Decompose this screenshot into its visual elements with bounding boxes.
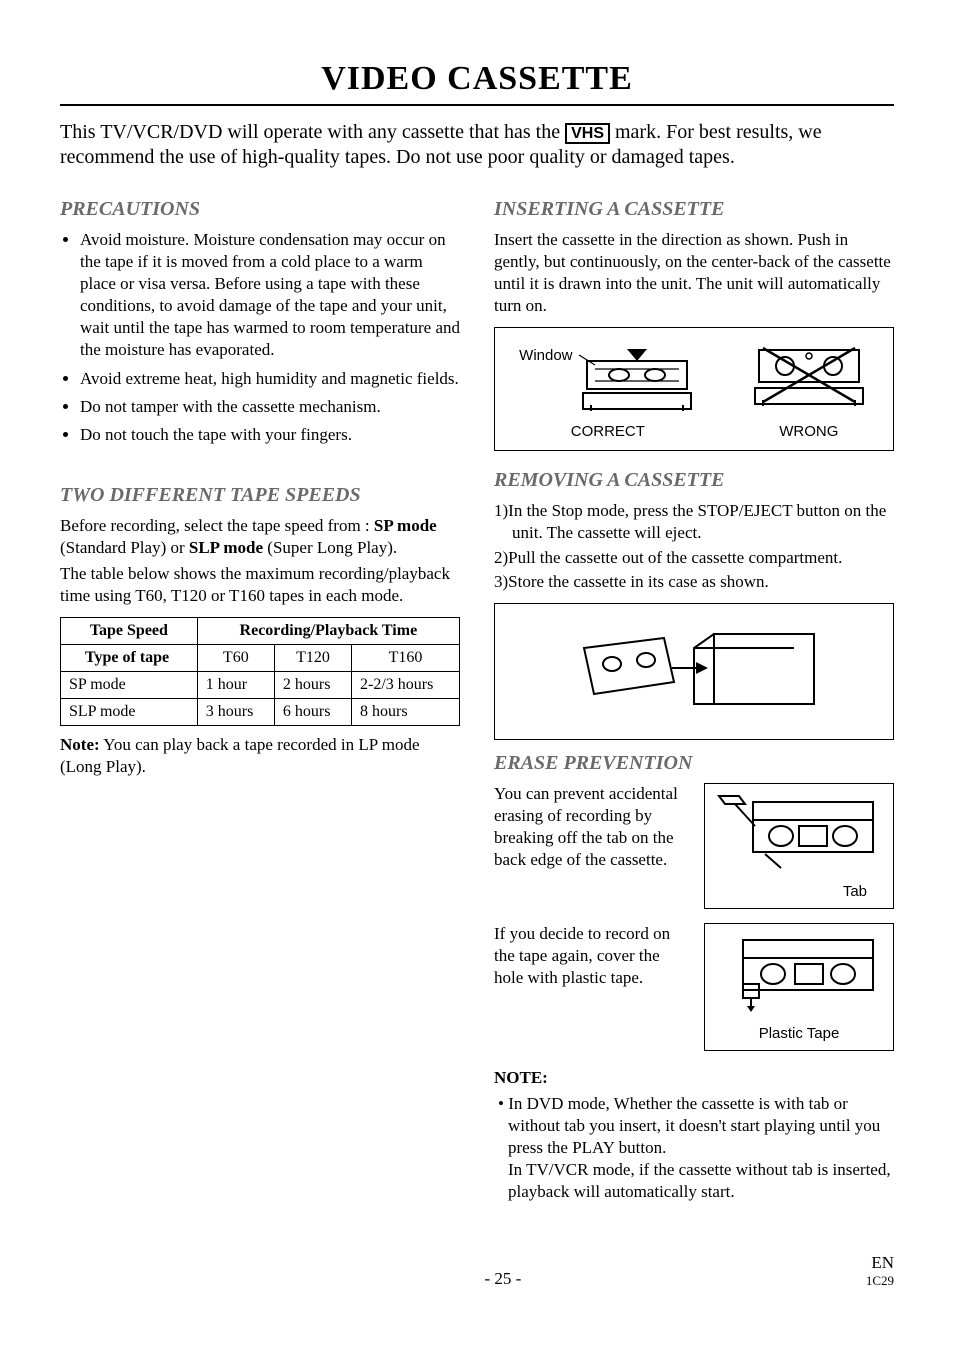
precautions-heading: PRECAUTIONS	[60, 198, 460, 221]
slp-mode-label: SLP mode	[189, 538, 263, 557]
table-row: Tape Speed Recording/Playback Time	[61, 618, 460, 645]
erase-section-2: If you decide to record on the tape agai…	[494, 923, 894, 1051]
table-caption: The table below shows the maximum record…	[60, 563, 460, 607]
cell-value: 3 hours	[197, 699, 274, 726]
wrong-caption: WRONG	[749, 423, 869, 440]
precaution-item: Do not touch the tape with your fingers.	[80, 424, 460, 446]
note-continuation: In TV/VCR mode, if the cassette without …	[494, 1159, 894, 1203]
cassette-correct-icon	[577, 347, 697, 417]
note-heading: NOTE:	[494, 1067, 894, 1089]
th-t160: T160	[352, 645, 460, 672]
correct-figure: Window	[519, 347, 696, 440]
speeds-pre: Before recording, select the tape speed …	[60, 516, 374, 535]
cassette-wrong-icon	[749, 342, 869, 412]
th-t120: T120	[274, 645, 351, 672]
table-row: SLP mode 3 hours 6 hours 8 hours	[61, 699, 460, 726]
cassette-plastic-tape-icon	[713, 934, 883, 1014]
note-block: NOTE: • In DVD mode, Whether the cassett…	[494, 1067, 894, 1204]
tape-speeds-intro: Before recording, select the tape speed …	[60, 515, 460, 559]
wrong-figure: WRONG	[749, 342, 869, 440]
th-recording-time: Recording/Playback Time	[197, 618, 459, 645]
storing-figure	[494, 603, 894, 740]
precautions-list: Avoid moisture. Moisture condensation ma…	[60, 229, 460, 446]
note-text: You can play back a tape recorded in LP …	[60, 735, 420, 776]
th-t60: T60	[197, 645, 274, 672]
note-label: Note:	[60, 735, 100, 754]
footer-code: 1C29	[866, 1273, 894, 1289]
lp-note: Note: You can play back a tape recorded …	[60, 734, 460, 778]
th-type-of-tape: Type of tape	[77, 645, 197, 672]
footer-language: EN	[866, 1253, 894, 1273]
table-row: SP mode 1 hour 2 hours 2-2/3 hours	[61, 672, 460, 699]
intro-pre: This TV/VCR/DVD will operate with any ca…	[60, 121, 565, 143]
speeds-mid2: (Super Long Play).	[263, 538, 397, 557]
cell-value: 1 hour	[197, 672, 274, 699]
cell-value: 6 hours	[274, 699, 351, 726]
precaution-item: Avoid extreme heat, high humidity and ma…	[80, 368, 460, 390]
correct-caption: CORRECT	[519, 423, 696, 440]
inserting-heading: INSERTING A CASSETTE	[494, 198, 894, 221]
plastic-tape-figure: Plastic Tape	[704, 923, 894, 1051]
tape-speed-table: Tape Speed Recording/Playback Time Type …	[60, 617, 460, 726]
cell-slp-mode: SLP mode	[61, 699, 198, 726]
left-column: PRECAUTIONS Avoid moisture. Moisture con…	[60, 192, 460, 1203]
remove-step: 2)Pull the cassette out of the cassette …	[494, 547, 894, 569]
table-row: Type of tape T60 T120 T160	[61, 645, 460, 672]
page-number: - 25 -	[485, 1269, 522, 1289]
erase-text-2: If you decide to record on the tape agai…	[494, 923, 690, 1051]
speeds-mid1: (Standard Play) or	[60, 538, 189, 557]
erase-text-1: You can prevent accidental erasing of re…	[494, 783, 690, 909]
cell-sp-mode: SP mode	[61, 672, 198, 699]
cell-value: 2-2/3 hours	[352, 672, 460, 699]
inserting-figure: Window	[494, 327, 894, 451]
precaution-item: Avoid moisture. Moisture condensation ma…	[80, 229, 460, 362]
remove-step: 3)Store the cassette in its case as show…	[494, 571, 894, 593]
removing-steps: 1)In the Stop mode, press the STOP/EJECT…	[494, 500, 894, 592]
removing-heading: REMOVING A CASSETTE	[494, 469, 894, 492]
plastic-tape-label: Plastic Tape	[713, 1025, 885, 1042]
tape-speeds-heading: TWO DIFFERENT TAPE SPEEDS	[60, 484, 460, 507]
tab-label: Tab	[713, 883, 885, 900]
cell-value: 2 hours	[274, 672, 351, 699]
window-label: Window	[519, 347, 572, 364]
note-item: • In DVD mode, Whether the cassette is w…	[494, 1093, 894, 1159]
vhs-mark-icon: VHS	[565, 123, 610, 145]
empty-cell	[61, 645, 78, 672]
erase-section-1: You can prevent accidental erasing of re…	[494, 783, 894, 909]
erase-heading: ERASE PREVENTION	[494, 752, 894, 775]
right-column: INSERTING A CASSETTE Insert the cassette…	[494, 192, 894, 1203]
tab-figure: Tab	[704, 783, 894, 909]
th-tape-speed: Tape Speed	[61, 618, 198, 645]
inserting-text: Insert the cassette in the direction as …	[494, 229, 894, 317]
precaution-item: Do not tamper with the cassette mechanis…	[80, 396, 460, 418]
remove-step: 1)In the Stop mode, press the STOP/EJECT…	[494, 500, 894, 544]
cassette-store-icon	[564, 624, 824, 714]
cell-value: 8 hours	[352, 699, 460, 726]
sp-mode-label: SP mode	[374, 516, 437, 535]
page-footer: - 25 - EN 1C29	[60, 1253, 894, 1289]
cassette-tab-icon	[713, 794, 883, 874]
intro-paragraph: This TV/VCR/DVD will operate with any ca…	[60, 120, 894, 170]
page-title: VIDEO CASSETTE	[60, 60, 894, 106]
